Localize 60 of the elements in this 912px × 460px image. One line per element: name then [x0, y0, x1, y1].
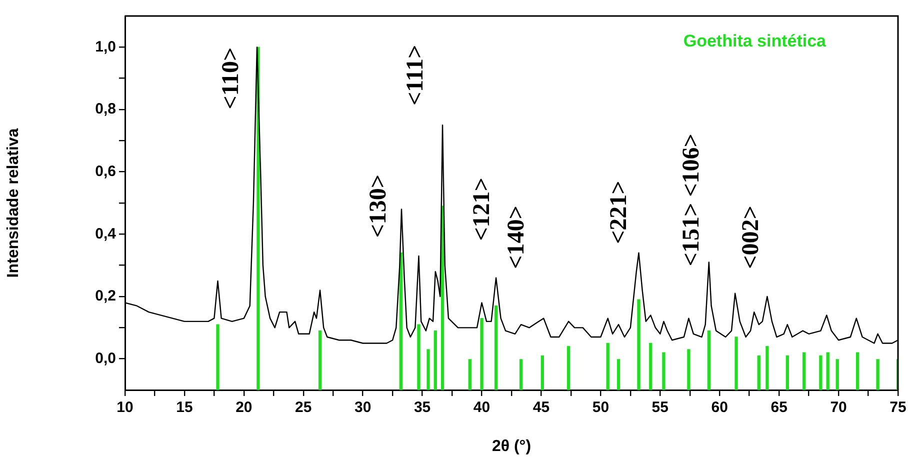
x-tick-label: 75	[890, 399, 906, 416]
x-tick-label: 45	[532, 399, 550, 416]
bar	[540, 355, 544, 390]
bar	[687, 349, 690, 390]
x-axis-title: 2θ (°)	[492, 438, 532, 455]
annotation: <110>	[218, 47, 244, 110]
bar	[649, 342, 652, 390]
y-tick-label: 0,2	[95, 288, 116, 305]
x-tick-label: 55	[652, 399, 668, 416]
annotation: <140>	[504, 206, 530, 269]
bar	[836, 359, 839, 390]
x-tick-label: 60	[711, 399, 728, 416]
y-tick-label: 1,0	[95, 38, 116, 56]
bar	[802, 352, 806, 390]
x-tick-label: 50	[592, 399, 610, 416]
bar	[616, 359, 620, 390]
bar	[606, 342, 610, 390]
bar	[468, 359, 472, 390]
x-tick-label: 20	[236, 399, 252, 416]
annotation: <002>	[738, 206, 764, 269]
bar	[786, 355, 789, 390]
x-tick-label: 25	[295, 399, 312, 416]
annotation: <111>	[402, 44, 429, 106]
x-tick-label: 35	[414, 399, 431, 416]
text: Goethita sintética	[683, 32, 827, 51]
bar	[480, 318, 484, 390]
bar	[707, 330, 710, 390]
x-tick-label: 40	[473, 399, 490, 416]
bar	[519, 359, 523, 390]
y-tick-label: 0,0	[95, 350, 116, 367]
x-tick-label: 10	[116, 399, 134, 416]
bar	[216, 324, 220, 390]
bar	[876, 359, 880, 390]
x-tick-label: 65	[770, 399, 788, 416]
bar	[826, 352, 830, 390]
bar	[494, 306, 498, 390]
annotation: <151> <106>	[678, 134, 704, 266]
bar	[417, 324, 420, 390]
bar	[567, 346, 570, 390]
bar	[662, 352, 666, 390]
x-tick-label: 15	[176, 399, 193, 416]
bar	[399, 252, 402, 390]
bar	[819, 355, 822, 390]
x-tick-label: 70	[830, 399, 847, 416]
bar	[637, 299, 640, 390]
bar	[766, 346, 769, 390]
x-tick-label: 30	[354, 399, 372, 416]
annotation: <121>	[469, 178, 496, 241]
bar	[434, 330, 437, 390]
bar	[426, 349, 430, 390]
y-axis-title: Intensidade relativa	[5, 128, 22, 278]
annotation: <130>	[366, 174, 392, 238]
annotation: <221>	[606, 180, 632, 244]
bar	[856, 352, 860, 390]
bar	[318, 330, 322, 390]
y-tick-label: 0,8	[95, 100, 116, 118]
bar	[734, 336, 738, 390]
bar	[757, 355, 760, 390]
y-tick-label: 0,4	[95, 225, 117, 242]
y-tick-label: 0,6	[95, 162, 116, 180]
